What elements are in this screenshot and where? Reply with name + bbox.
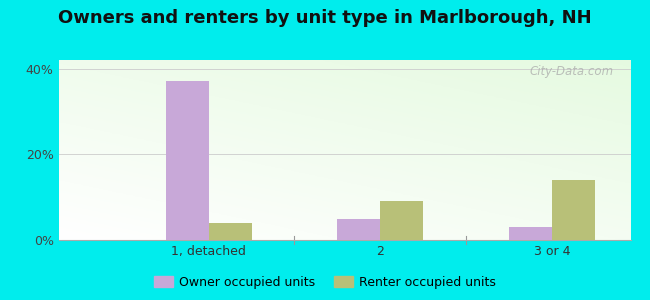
Text: City-Data.com: City-Data.com (529, 65, 614, 78)
Bar (552, 180, 595, 240)
Bar (380, 201, 423, 240)
Bar (166, 81, 209, 240)
Bar (509, 227, 552, 240)
Legend: Owner occupied units, Renter occupied units: Owner occupied units, Renter occupied un… (149, 271, 501, 294)
Bar (209, 223, 252, 240)
Bar (337, 219, 380, 240)
Text: Owners and renters by unit type in Marlborough, NH: Owners and renters by unit type in Marlb… (58, 9, 592, 27)
